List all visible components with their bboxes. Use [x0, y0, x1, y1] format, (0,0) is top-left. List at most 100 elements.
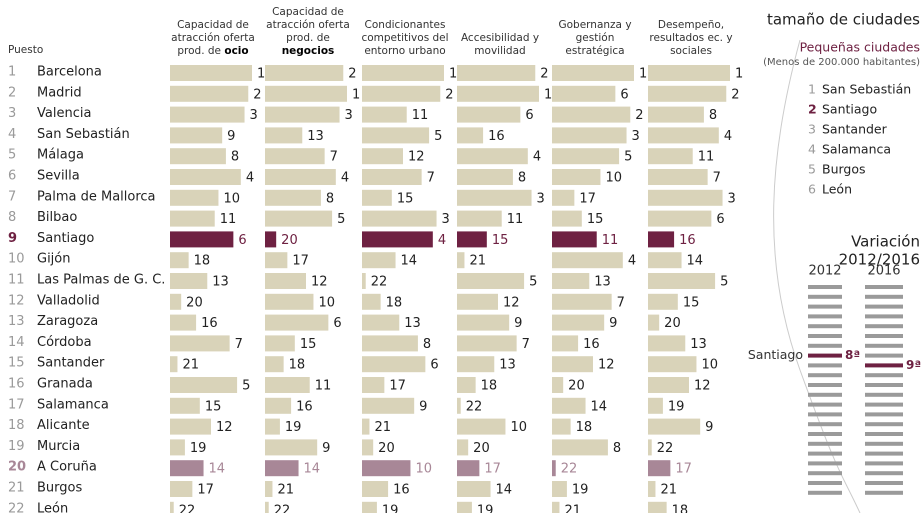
bar: [362, 315, 399, 331]
bar: [265, 169, 336, 185]
bar-value: 4: [438, 233, 446, 248]
bar: [648, 419, 700, 435]
bar-value: 7: [330, 150, 338, 165]
bar-value: 5: [434, 129, 442, 144]
infographic: Puesto tamaño de ciudades Pequeñas ciuda…: [0, 0, 924, 513]
bar: [457, 315, 509, 331]
side-rank: 4: [808, 142, 816, 157]
bar: [265, 356, 284, 372]
bar-value: 2: [731, 87, 739, 102]
side-rank: 2: [808, 102, 817, 117]
bar-value: 4: [628, 254, 636, 269]
bar: [457, 190, 532, 206]
bar-value: 6: [525, 108, 533, 123]
rank: 8: [8, 210, 16, 225]
bar: [648, 127, 719, 143]
bar: [170, 252, 189, 268]
bar: [265, 252, 287, 268]
bar: [265, 419, 280, 435]
city: Córdoba: [37, 335, 92, 350]
bar-value: 13: [594, 275, 611, 290]
bar: [648, 502, 667, 513]
bar: [552, 335, 578, 351]
bar: [552, 148, 619, 164]
bar-value: 17: [484, 462, 501, 477]
stripe: [808, 334, 842, 338]
rank: 6: [8, 169, 16, 184]
bar: [170, 315, 196, 331]
bar: [457, 377, 476, 393]
bar: [457, 419, 505, 435]
column-header: Capacidad de atracción oferta prod. de n…: [260, 8, 356, 58]
stripe: [865, 403, 903, 407]
city: San Sebastián: [37, 127, 130, 142]
bar: [362, 398, 414, 414]
stripe: [865, 412, 903, 416]
city: Burgos: [37, 481, 82, 496]
city: Gijón: [37, 252, 71, 267]
bar-value: 4: [246, 171, 254, 186]
column-header-text: Desempeño, resultados ec. y sociales: [643, 19, 739, 58]
bar-value: 6: [620, 87, 628, 102]
bar: [362, 294, 381, 310]
position-stripe: [865, 363, 903, 367]
bar: [170, 127, 222, 143]
rank: 21: [8, 481, 25, 496]
rank: 18: [8, 418, 25, 433]
stripe: [865, 452, 903, 456]
stripe: [808, 422, 842, 426]
column-header: Capacidad de atracción oferta prod. de o…: [165, 8, 261, 58]
bar: [362, 252, 396, 268]
bar-value: 15: [205, 399, 222, 414]
stripe: [808, 432, 842, 436]
rank: 11: [8, 273, 25, 288]
bar-value: 16: [393, 483, 410, 498]
bar-value: 17: [389, 379, 406, 394]
bar-value: 8: [518, 171, 526, 186]
side-rank: 3: [808, 122, 816, 137]
bar: [552, 356, 593, 372]
bar: [362, 190, 392, 206]
rank: 16: [8, 377, 25, 392]
bar: [265, 315, 328, 331]
bar: [170, 190, 218, 206]
city: Barcelona: [37, 65, 102, 80]
stripe: [865, 471, 903, 475]
bar-value: 11: [315, 379, 332, 394]
header-bold: ocio: [224, 45, 248, 57]
stripe: [808, 324, 842, 328]
bar-value: 17: [579, 191, 596, 206]
bar-value: 10: [701, 358, 718, 373]
year: 2016: [867, 264, 900, 279]
stripe: [865, 373, 903, 377]
bar: [362, 127, 429, 143]
bar: [552, 460, 556, 476]
bar-value: 3: [728, 191, 736, 206]
bar-value: 19: [190, 441, 207, 456]
bar: [265, 481, 272, 497]
city: Madrid: [37, 85, 82, 100]
city: Salamanca: [37, 397, 109, 412]
bar-value: 2: [445, 87, 453, 102]
bar-value: 12: [694, 379, 711, 394]
bar-value: 9: [227, 129, 235, 144]
bar: [648, 315, 659, 331]
bar-value: 19: [285, 420, 302, 435]
page: Ranking {"header":{"puesto":"Puesto","co…: [0, 0, 924, 513]
bar: [170, 294, 181, 310]
bar-value: 20: [378, 441, 395, 456]
bar: [170, 335, 230, 351]
stripe: [865, 422, 903, 426]
city: Las Palmas de G. C.: [37, 273, 165, 288]
bar: [362, 335, 418, 351]
bar: [457, 211, 502, 227]
header-text: Accesibilidad y movilidad: [461, 32, 539, 57]
bar-value: 8: [231, 150, 239, 165]
bar-value: 14: [209, 462, 226, 477]
stripe: [808, 491, 842, 495]
stripe: [865, 461, 903, 465]
position-label: 8ª: [845, 348, 860, 362]
bar: [457, 294, 498, 310]
bar-value: 18: [289, 358, 306, 373]
bar-value: 21: [564, 503, 581, 513]
